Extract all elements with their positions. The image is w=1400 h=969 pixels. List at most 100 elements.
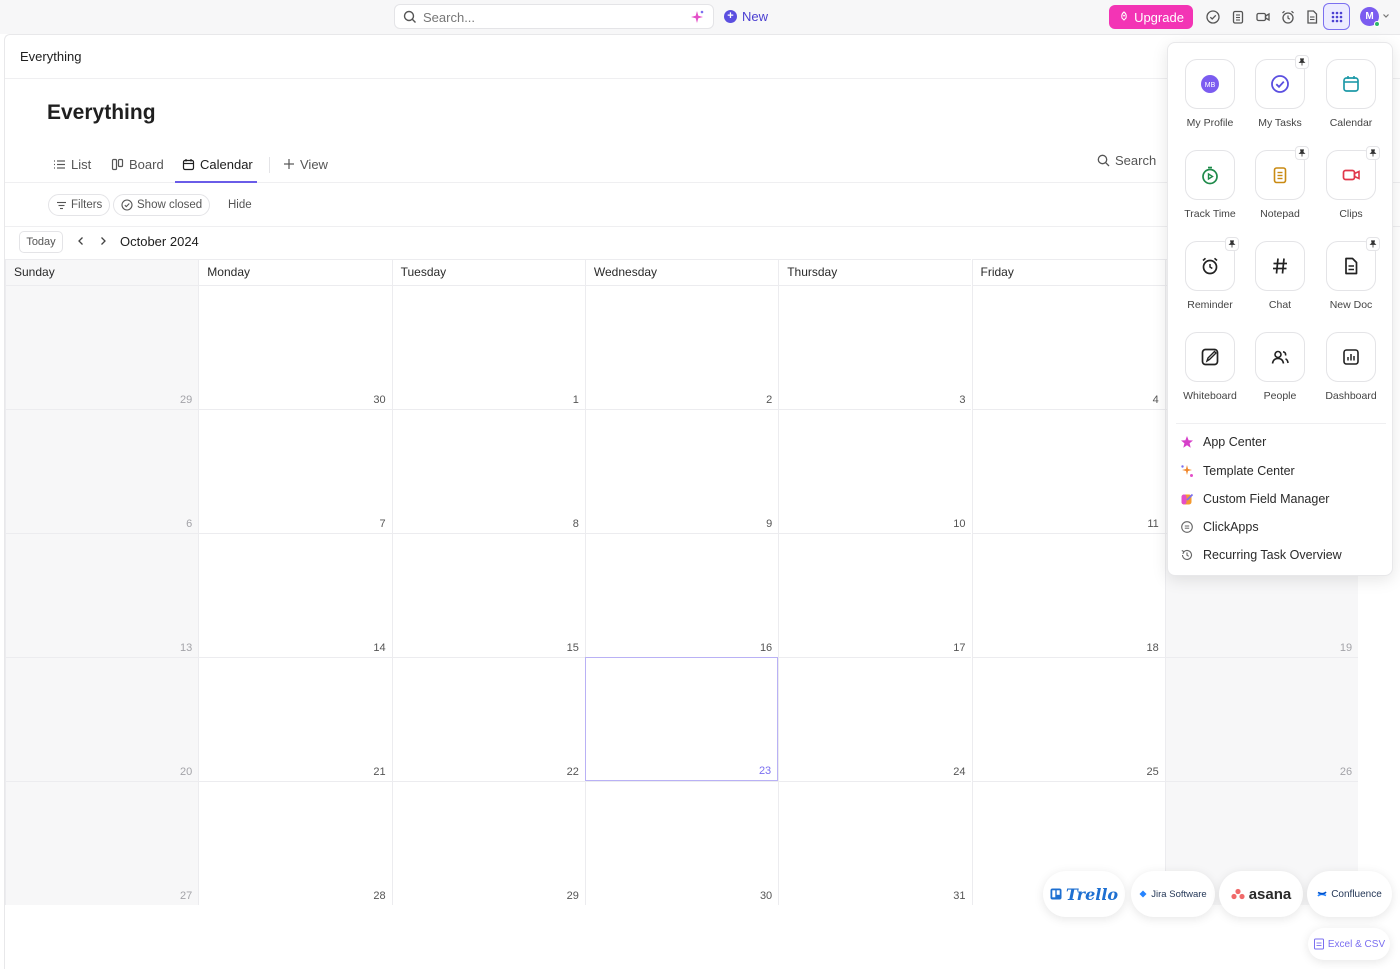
chevron-left-icon[interactable] [76,236,86,246]
asana-logo-icon [1231,888,1245,900]
ai-sparkle-icon[interactable] [689,9,705,25]
calendar-day-cell[interactable]: 22 [391,657,585,781]
calendar-day-cell[interactable]: 7 [198,409,392,533]
filters-button[interactable]: Filters [48,194,111,216]
chevron-down-icon[interactable] [1382,12,1390,20]
calendar-day-cell[interactable]: 31 [778,781,972,905]
app-tile-my-profile[interactable]: MB My Profile [1180,59,1240,129]
weekday-header-monday: Monday [198,259,392,285]
app-tile-whiteboard[interactable]: Whiteboard [1180,332,1240,402]
calendar-day-cell[interactable]: 2 [584,285,779,409]
pin-icon[interactable] [1225,237,1239,251]
app-tile-calendar[interactable]: Calendar [1321,59,1381,129]
app-tile-new-doc[interactable]: New Doc [1321,237,1381,311]
hide-label: Hide [228,199,252,211]
whiteboard-icon [1185,332,1235,382]
calendar-day-cell[interactable]: 29 [5,285,199,409]
app-tile-reminder[interactable]: Reminder [1180,237,1240,311]
apps-grid-button[interactable] [1323,3,1350,30]
calendar-day-cell[interactable]: 13 [5,533,199,657]
menu-item-template-center[interactable]: Template Center [1180,460,1295,482]
hide-button[interactable]: Hide [220,194,260,216]
add-view-button[interactable]: View [283,153,328,175]
new-button[interactable]: + New [718,4,776,29]
menu-item-app-center[interactable]: App Center [1180,431,1266,453]
upgrade-button[interactable]: Upgrade [1109,5,1193,29]
calendar-day-cell[interactable]: 21 [198,657,392,781]
tab-calendar[interactable]: Calendar [182,153,253,175]
alarm-clock-icon[interactable] [1280,9,1296,25]
calendar-day-cell[interactable]: 23 [584,657,779,781]
tab-list-label: List [71,156,92,172]
jira-import-badge[interactable]: Jira Software [1131,871,1215,917]
excel-csv-import-badge[interactable]: Excel & CSV [1308,928,1390,960]
confluence-import-badge[interactable]: Confluence [1307,871,1392,917]
app-tile-notepad[interactable]: Notepad [1250,146,1310,220]
calendar-day-cell[interactable]: 20 [5,657,199,781]
calendar-day-cell[interactable]: 6 [5,409,199,533]
show-closed-button[interactable]: Show closed [113,194,211,216]
tab-separator [269,157,270,173]
jira-logo-icon [1139,890,1147,898]
calendar-nav: Today October 2024 [5,228,1400,260]
tab-board[interactable]: Board [111,153,164,175]
calendar-day-cell[interactable]: 15 [391,533,585,657]
app-tile-label: People [1263,390,1297,402]
calendar-day-cell[interactable]: 17 [778,533,972,657]
notepad-icon[interactable] [1230,9,1246,25]
calendar-day-cell[interactable]: 24 [778,657,972,781]
calendar-day-cell[interactable]: 27 [5,781,199,905]
calendar-day-cell[interactable]: 11 [971,409,1165,533]
apps-dropdown: MB My Profile My Tasks Calendar Track Time No… [1167,42,1393,576]
calendar-day-cell[interactable]: 14 [198,533,392,657]
calendar-day-cell[interactable]: 30 [198,285,392,409]
menu-item-label: App Center [1203,435,1267,449]
pin-icon[interactable] [1295,146,1309,160]
app-tile-dashboard[interactable]: Dashboard [1321,332,1381,402]
global-search-input[interactable]: Search... [394,4,714,29]
calendar-day-cell[interactable]: 16 [584,533,779,657]
app-tile-people[interactable]: People [1250,332,1310,402]
menu-item-clickapps[interactable]: ClickApps [1180,516,1259,538]
video-icon[interactable] [1255,9,1271,25]
day-number: 13 [180,642,193,654]
view-search-button[interactable]: Search [1097,153,1156,168]
calendar-day-cell[interactable]: 10 [778,409,972,533]
pin-icon[interactable] [1366,146,1380,160]
app-tile-clips[interactable]: Clips [1321,146,1381,220]
trello-import-badge[interactable]: Trello [1043,871,1125,917]
hash-icon [1255,241,1305,291]
calendar-day-cell[interactable]: 30 [584,781,779,905]
day-number: 11 [1147,518,1159,530]
menu-item-recurring-task-overview[interactable]: Recurring Task Overview [1180,544,1342,566]
pin-icon[interactable] [1366,237,1380,251]
asana-import-badge[interactable]: asana [1219,871,1303,917]
pin-icon[interactable] [1295,55,1309,69]
tab-list[interactable]: List [53,153,91,175]
calendar-day-cell[interactable]: 9 [584,409,779,533]
today-button[interactable]: Today [19,231,63,253]
calendar-day-cell[interactable]: 8 [391,409,585,533]
doc-icon[interactable] [1304,9,1320,25]
menu-item-label: Recurring Task Overview [1203,548,1342,562]
breadcrumb[interactable]: Everything [20,49,82,64]
calendar-day-cell[interactable]: 1 [391,285,585,409]
calendar-day-cell[interactable]: 26 [1164,657,1359,781]
menu-item-custom-field-manager[interactable]: Custom Field Manager [1180,488,1329,510]
calendar-day-cell[interactable]: 28 [198,781,392,905]
weekday-header-wednesday: Wednesday [584,259,779,285]
list-icon [54,159,65,169]
calendar-day-cell[interactable]: 29 [391,781,585,905]
calendar-icon [1326,59,1376,109]
chevron-right-icon[interactable] [98,236,108,246]
calendar-day-cell[interactable]: 3 [778,285,972,409]
calendar-day-cell[interactable]: 18 [971,533,1165,657]
check-circle-icon[interactable] [1205,9,1221,25]
calendar-day-cell[interactable]: 4 [971,285,1165,409]
day-number: 24 [953,766,966,778]
app-tile-track-time[interactable]: Track Time [1180,150,1240,220]
calendar-day-cell[interactable]: 25 [971,657,1165,781]
app-tile-chat[interactable]: Chat [1250,241,1310,311]
confluence-label: Confluence [1331,888,1382,900]
app-tile-my-tasks[interactable]: My Tasks [1250,55,1310,129]
